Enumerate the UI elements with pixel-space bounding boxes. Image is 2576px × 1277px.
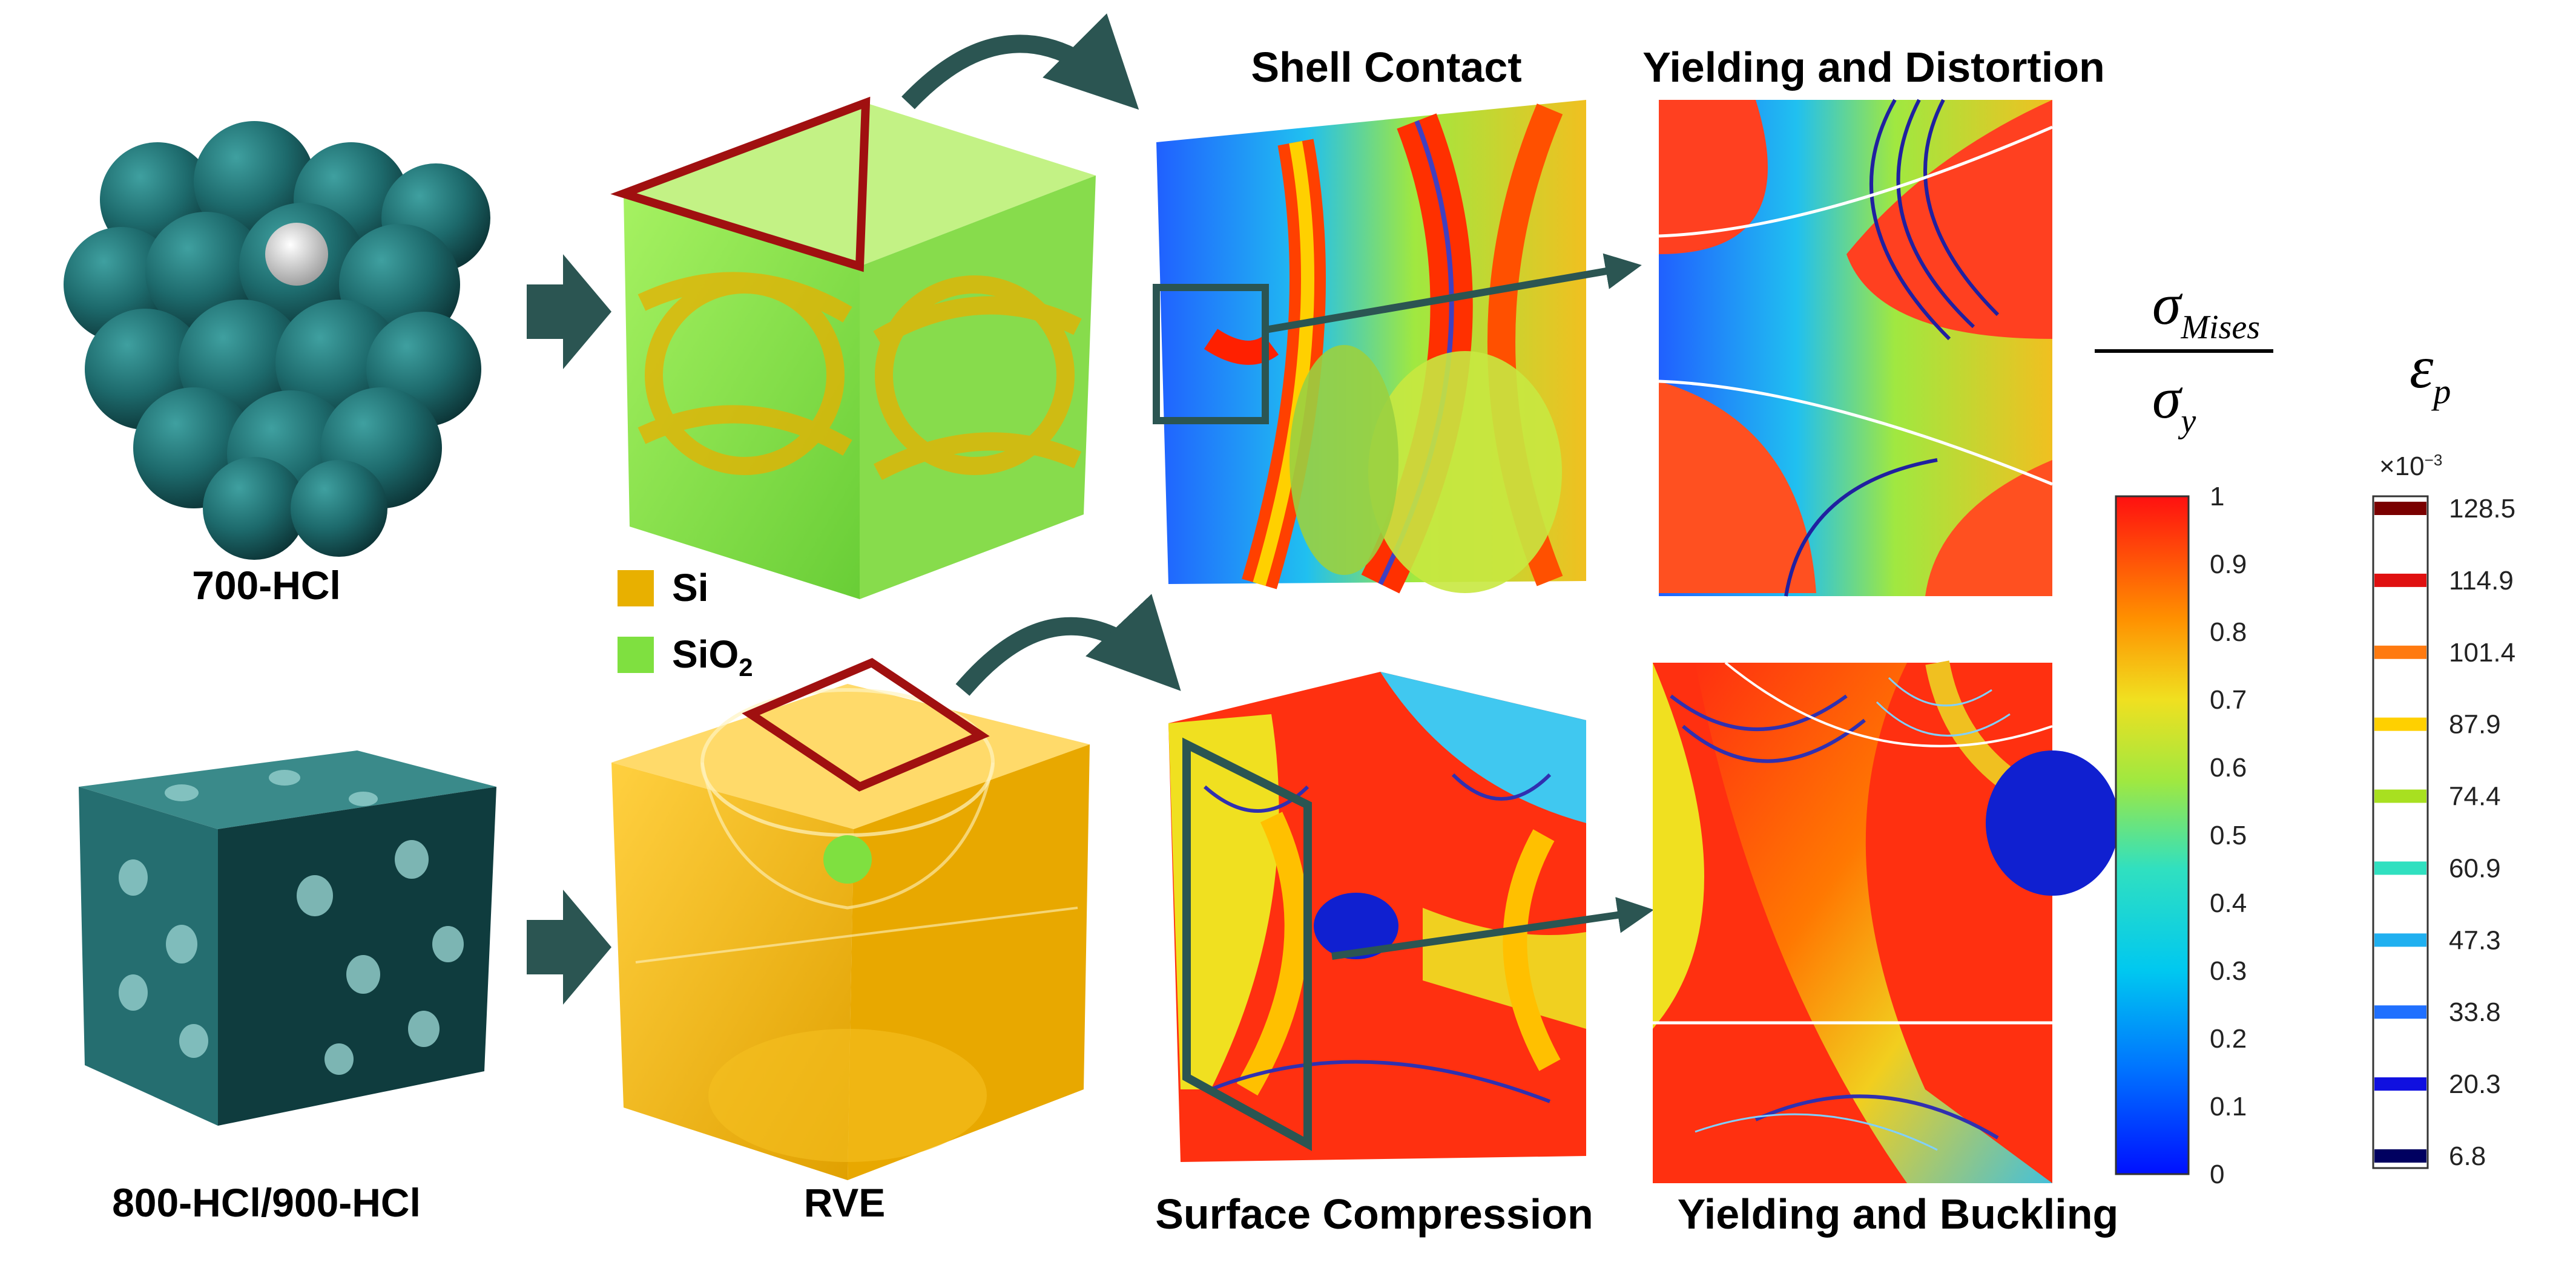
label-yielding-buckling: Yielding and Buckling bbox=[1678, 1190, 2119, 1238]
label-shell-contact: Shell Contact bbox=[1251, 44, 1521, 91]
strain-bar bbox=[2372, 495, 2429, 1169]
white-pore-sphere bbox=[265, 223, 328, 286]
rve-cube-top bbox=[610, 96, 1096, 599]
mises-tick-label: 0.6 bbox=[2210, 753, 2247, 783]
strain-band bbox=[2374, 1077, 2426, 1091]
strain-band bbox=[2374, 502, 2426, 515]
rve-cube-bottom bbox=[611, 658, 1090, 1180]
strain-tick-label: 101.4 bbox=[2449, 638, 2515, 668]
mises-gradient-bar bbox=[2115, 495, 2190, 1175]
label-800-900-hcl: 800-HCl/900-HCl bbox=[112, 1180, 421, 1225]
strain-symbol: εp bbox=[2410, 333, 2451, 411]
sphere-cluster-700 bbox=[64, 121, 490, 560]
colorbar-mises: σMises σy 1 0.9 0.8 0.7 0.6 0.5 0.4 0.3 0.2 0.1 0 bbox=[2095, 272, 2273, 1189]
zoom-panel-bottom bbox=[1653, 660, 2119, 1183]
contour-model-bottom bbox=[1168, 672, 1654, 1162]
mises-tick-label: 0.4 bbox=[2210, 888, 2247, 918]
mises-tick-label: 0 bbox=[2210, 1160, 2224, 1189]
colorbar-strain: εp ×10−3 128.5 114.9 101.4 87.9 74.4 60.9 47.3… bbox=[2372, 333, 2515, 1171]
strain-band bbox=[2374, 717, 2426, 731]
strain-band bbox=[2374, 789, 2426, 803]
right-arrow-icon bbox=[527, 890, 611, 1005]
zoom-box-top bbox=[1153, 284, 1269, 424]
right-arrow-icon bbox=[527, 254, 611, 369]
top-triangle-outline bbox=[610, 96, 871, 272]
strain-tick-label: 128.5 bbox=[2449, 494, 2515, 524]
sio2-swatch bbox=[618, 637, 654, 673]
block-arrows bbox=[527, 254, 611, 1005]
mises-tick-label: 0.9 bbox=[2210, 550, 2247, 579]
strain-band bbox=[2374, 861, 2426, 875]
label-700-hcl: 700-HCl bbox=[192, 563, 341, 608]
mises-tick-label: 0.5 bbox=[2210, 821, 2247, 850]
mises-tick-label: 1 bbox=[2210, 482, 2224, 511]
strain-band bbox=[2374, 1149, 2426, 1163]
strain-band bbox=[2374, 573, 2426, 587]
si-swatch bbox=[618, 570, 654, 606]
label-yielding-distortion: Yielding and Distortion bbox=[1642, 44, 2105, 91]
mises-tick-label: 0.8 bbox=[2210, 617, 2247, 647]
curved-arrow-icon bbox=[955, 594, 1181, 696]
legend-sio2: SiO2 bbox=[672, 632, 753, 681]
contour-model-top bbox=[1153, 100, 1642, 594]
mises-denominator: σy bbox=[2152, 366, 2196, 440]
porous-cube-800-900 bbox=[79, 750, 496, 1126]
strain-tick-label: 33.8 bbox=[2449, 997, 2501, 1027]
strain-tick-label: 114.9 bbox=[2449, 566, 2514, 596]
strain-band bbox=[2374, 933, 2426, 947]
strain-band bbox=[2374, 645, 2426, 659]
strain-tick-label: 20.3 bbox=[2449, 1069, 2501, 1099]
strain-tick-label: 60.9 bbox=[2449, 853, 2501, 883]
mises-tick-label: 0.7 bbox=[2210, 685, 2247, 715]
legend-si: Si bbox=[672, 566, 708, 609]
strain-tick-label: 47.3 bbox=[2449, 925, 2501, 955]
label-surface-compression: Surface Compression bbox=[1155, 1190, 1593, 1238]
zoom-panel-top bbox=[1658, 99, 2053, 597]
label-rve: RVE bbox=[804, 1180, 886, 1225]
mises-tick-label: 0.2 bbox=[2210, 1024, 2247, 1054]
strain-tick-label: 6.8 bbox=[2449, 1141, 2486, 1171]
strain-band bbox=[2374, 1005, 2426, 1019]
bottom-square-outline bbox=[742, 658, 990, 792]
mises-numerator: σMises bbox=[2152, 272, 2260, 346]
curved-arrow-icon bbox=[901, 13, 1139, 110]
zoom-box-bottom bbox=[1182, 737, 1312, 1151]
mises-tick-label: 0.3 bbox=[2210, 956, 2247, 986]
strain-tick-label: 87.9 bbox=[2449, 710, 2501, 740]
material-legend: Si SiO2 bbox=[618, 566, 753, 681]
strain-tick-label: 74.4 bbox=[2449, 782, 2501, 812]
mises-tick-label: 0.1 bbox=[2210, 1092, 2247, 1121]
strain-multiplier: ×10−3 bbox=[2379, 451, 2442, 481]
